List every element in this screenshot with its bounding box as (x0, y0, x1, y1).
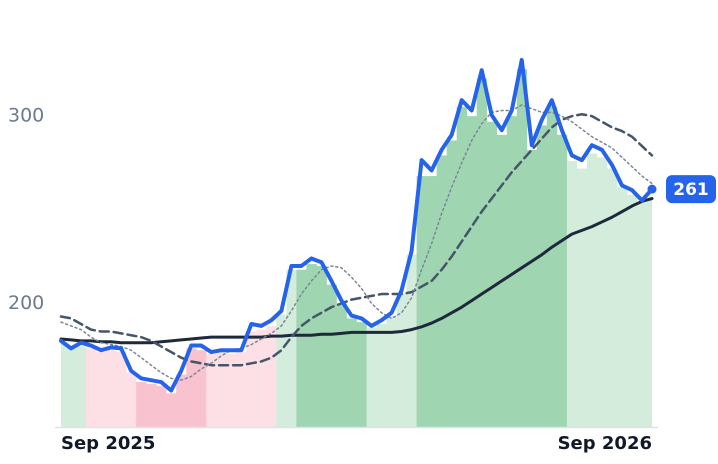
bar (596, 157, 608, 427)
bar (616, 187, 628, 427)
y-tick-label: 300 (8, 105, 44, 127)
bar (406, 254, 418, 427)
bar (86, 348, 97, 427)
bar (166, 393, 177, 427)
series-line (59, 112, 654, 367)
bar (426, 176, 438, 427)
bar (146, 383, 157, 427)
bar (566, 161, 578, 427)
bar (336, 303, 347, 427)
series-line (59, 57, 654, 393)
bar (586, 153, 598, 427)
bar (176, 374, 187, 427)
last-point (647, 184, 657, 194)
series-line (60, 104, 653, 381)
bar (286, 269, 297, 427)
value-label: 261 (673, 180, 709, 200)
bar (546, 106, 558, 427)
bar (636, 202, 648, 427)
bar (476, 78, 488, 427)
series-line (59, 197, 654, 345)
value-badge (666, 175, 716, 204)
y-tick-label: 200 (8, 292, 44, 314)
bar (116, 352, 127, 427)
bar (316, 265, 327, 427)
bar (416, 176, 428, 427)
bar (576, 168, 588, 427)
bar (446, 140, 458, 427)
bar (276, 314, 287, 427)
bar (296, 269, 307, 427)
bar (626, 194, 638, 427)
bar (236, 352, 247, 427)
bar (396, 294, 407, 427)
bar (66, 348, 77, 427)
bar (366, 327, 377, 427)
bar (61, 342, 67, 427)
bar (606, 168, 618, 427)
bar (306, 264, 317, 427)
bar (206, 353, 217, 427)
bar (646, 198, 652, 427)
bar (216, 352, 227, 427)
bar (196, 350, 207, 427)
bar (186, 348, 197, 427)
bar (486, 121, 498, 427)
bar (436, 155, 448, 427)
bar (76, 346, 87, 427)
bar (346, 318, 357, 427)
lines (59, 57, 654, 393)
bar (516, 69, 528, 427)
bar (456, 106, 468, 427)
bar (96, 352, 107, 427)
bar (356, 322, 367, 427)
bar (536, 125, 548, 427)
bar (226, 353, 237, 427)
bar (526, 149, 538, 427)
bar (556, 134, 568, 427)
bar (256, 329, 267, 427)
bar (376, 323, 387, 427)
bar (266, 325, 277, 427)
bar (156, 385, 167, 427)
x-tick-label: Sep 2025 (61, 433, 155, 454)
bar (326, 284, 337, 427)
bar (466, 116, 478, 427)
bar (386, 316, 397, 427)
bar (136, 382, 147, 427)
bar (246, 331, 257, 427)
x-tick-label: Sep 2026 (558, 433, 652, 454)
bar (126, 372, 137, 427)
background-bars (61, 69, 652, 427)
bar (506, 116, 518, 427)
bar (106, 350, 117, 427)
